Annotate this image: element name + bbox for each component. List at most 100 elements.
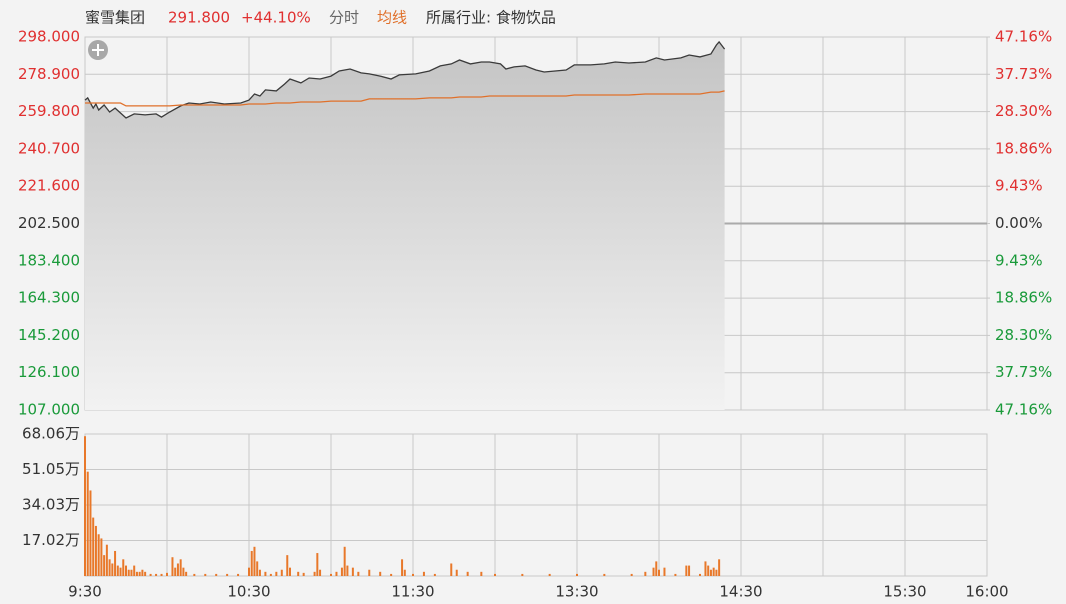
volume-bar [412,573,414,576]
volume-bar [346,565,349,576]
volume-bar [704,561,707,576]
y-tick-label: 221.600 [18,177,80,195]
volume-bar [709,569,712,576]
volume-bar [97,534,100,576]
mode[interactable]: 分时 [329,9,359,27]
volume-bar [302,572,305,576]
y-tick-label: 126.100 [18,363,80,381]
volume-bar [685,565,688,576]
volume-bar [422,571,425,576]
volume-bar [357,571,360,576]
volume-bar [340,567,343,576]
y2-tick-label: 47.16% [995,28,1052,46]
price-area [85,41,725,411]
volume-bar [297,571,300,576]
industry: 所属行业: 食物饮品 [426,9,556,27]
volume-bar [185,571,188,576]
plot: 9:30 10:30 11:30 13:30 14:30 15:30 16:00 298.00… [18,28,1052,601]
y-tick-label: 17.02万 [22,531,80,549]
volume-bar [718,559,721,576]
y2-tick-label: 9.43% [995,177,1043,195]
volume-bar [100,538,103,576]
volume-bar [401,559,404,576]
volume-bar [319,569,322,576]
volume-bar [655,561,658,576]
volume-bar [521,573,524,576]
volume-bar [576,573,578,576]
volume-bar [86,471,89,576]
volume-bar [149,573,152,576]
x-tick-label: 10:30 [227,583,270,601]
y-tick-label: 202.500 [18,214,80,232]
volume-bar [193,573,196,576]
volume-bar [127,569,130,576]
stock-name: 蜜雪集团 [85,9,145,27]
volume-bar [603,573,606,576]
volume-bar [403,569,406,576]
average-line [85,90,725,107]
quote: 291.800 [168,9,230,27]
y2-tick-label: 28.30% [995,102,1052,120]
volume-bar [256,561,259,576]
volume-bar [330,573,332,576]
legend-avg[interactable]: 均线 [377,9,407,27]
volume-bar [455,569,458,576]
x-tick-label: 13:30 [555,583,598,601]
zoom-icon[interactable] [88,40,108,60]
volume-bar [548,573,551,576]
y-tick-label: 259.800 [18,102,80,120]
volume-bar [313,571,316,576]
volume-bar [253,546,256,576]
y2-tick-label: 37.73% [995,65,1052,83]
y2-tick-label: 37.73% [995,363,1052,381]
volume-bar [707,565,710,576]
volume-bar [480,571,483,576]
volume-bar [658,569,660,576]
volume-bar [264,571,267,576]
volume-bar [138,571,141,576]
volume-bar [652,567,655,576]
volume-bar [116,565,119,576]
y-tick-label: 51.05万 [22,460,80,478]
volume-bar [141,569,144,576]
y-tick-label: 145.200 [18,326,80,344]
y-tick-label: 164.300 [18,289,80,307]
y2-tick-label: 18.86% [995,289,1052,307]
volume-bar [114,550,117,576]
volume-bar [275,571,278,576]
volume-bar [715,569,718,576]
volume-bar [343,546,346,576]
volume-bar [258,569,261,576]
volume-bar [674,573,677,576]
volume-bar [226,573,229,576]
volume-bar [105,544,108,576]
volume-bar [712,567,715,576]
volume-bar [466,571,469,576]
y-tick-label: 34.03万 [22,496,80,514]
volume-bar [663,567,666,576]
volume-bar [316,553,319,576]
y-tick-label: 278.900 [18,65,80,83]
y-tick-label: 183.400 [18,251,80,269]
volume-bar [368,569,371,576]
volume-bar [122,559,125,576]
volume-bar [450,563,453,576]
volume-bar [390,573,393,576]
volume-bar [179,559,182,576]
volume-bar [433,573,436,576]
volume-bar [84,436,86,576]
y2-tick-label: 0.00% [995,214,1043,232]
volume-bar [176,563,179,576]
y-tick-label: 107.000 [18,401,80,419]
volume-bar [335,571,338,576]
x-tick-label: 11:30 [391,583,434,601]
volume-bar [237,573,240,576]
volume-bar [144,571,147,576]
volume-bar [269,573,272,576]
volume-bar [155,573,158,576]
volume-bar [166,572,168,576]
volume-bar [494,573,496,576]
volume-bar [171,557,174,576]
y2-tick-label: 28.30% [995,326,1052,344]
